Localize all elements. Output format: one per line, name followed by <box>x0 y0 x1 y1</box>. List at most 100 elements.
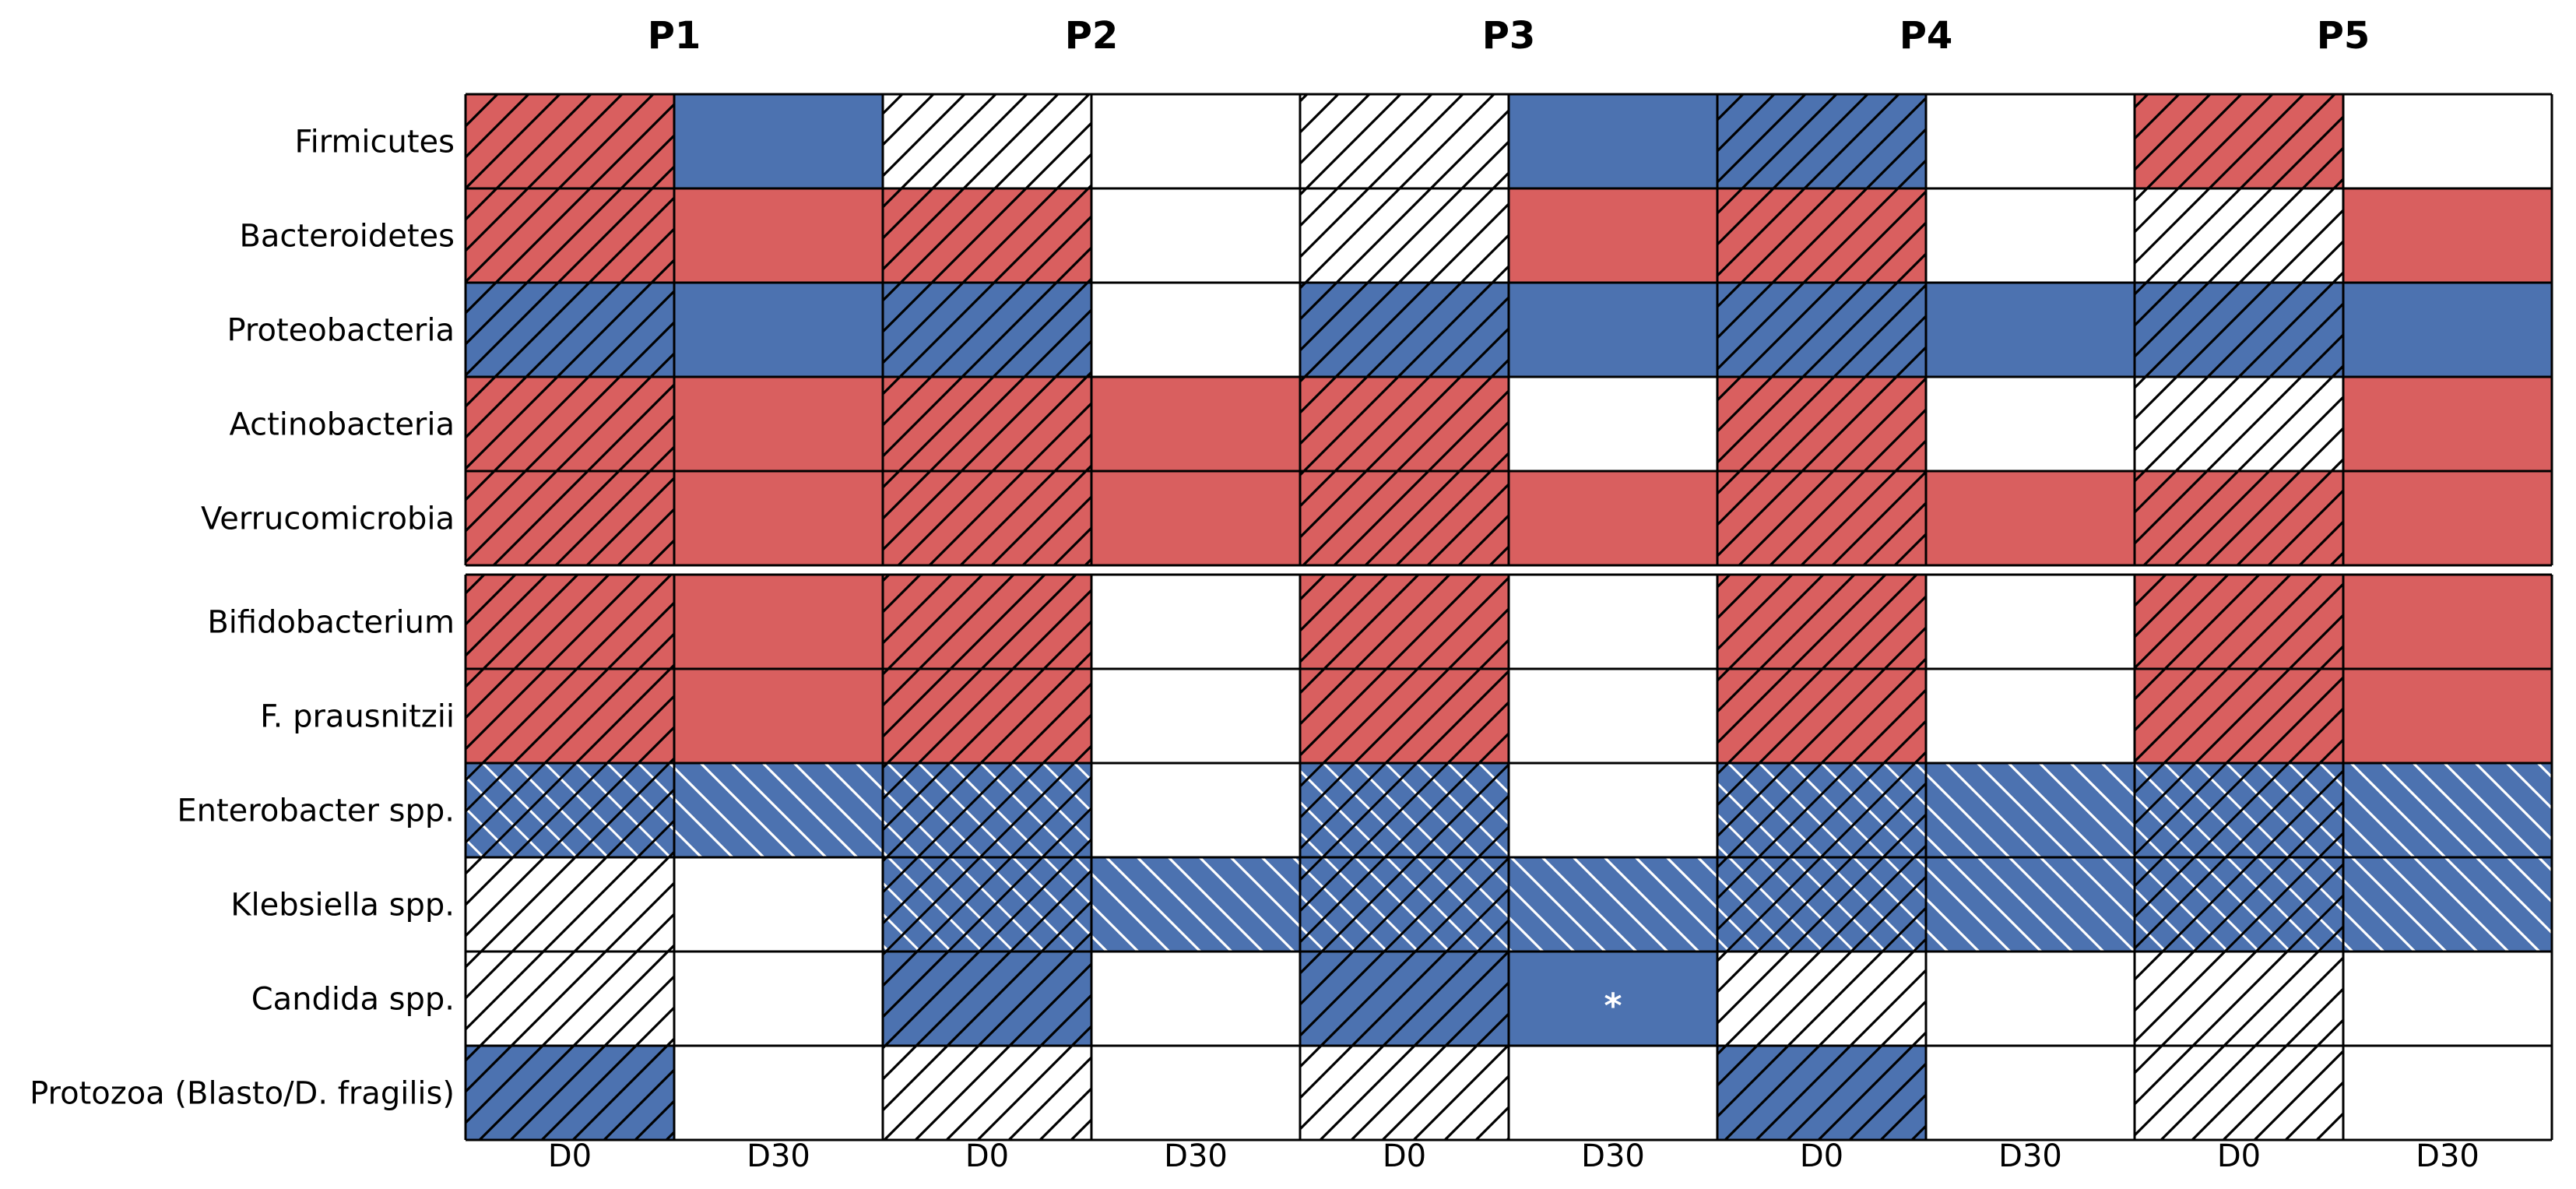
cell-fill <box>1509 763 1717 857</box>
cell-hatch <box>2135 669 2343 763</box>
cell-hatch <box>883 94 1091 188</box>
cell-hatch <box>1300 1046 1509 1140</box>
cell-hatch <box>883 763 1091 857</box>
cell-fill <box>1091 763 1300 857</box>
cell-fill <box>1091 471 1300 565</box>
heatmap-cell <box>1926 1046 2135 1140</box>
heatmap-cell <box>466 377 674 471</box>
heatmap-cell <box>1717 669 1926 763</box>
heatmap-cell <box>1091 94 1300 188</box>
cell-hatch <box>1717 94 1926 188</box>
heatmap-cell <box>2343 188 2552 283</box>
cell-fill <box>1091 283 1300 377</box>
heatmap-cell <box>466 952 674 1046</box>
heatmap-cell <box>1509 763 1717 857</box>
heatmap-cell <box>1717 94 1926 188</box>
cell-hatch <box>2135 377 2343 471</box>
heatmap-cell <box>466 575 674 669</box>
cell-hatch <box>1300 471 1509 565</box>
heatmap-cell <box>466 188 674 283</box>
cell-fill <box>674 377 883 471</box>
row-label-enterobacter-spp: Enterobacter spp. <box>177 793 455 829</box>
heatmap-cell <box>883 471 1091 565</box>
cell-hatch <box>1717 377 1926 471</box>
cell-fill <box>2343 575 2552 669</box>
cell-hatch <box>1300 377 1509 471</box>
heatmap-cell <box>674 575 883 669</box>
cell-fill <box>2343 952 2552 1046</box>
cell-fill <box>2343 283 2552 377</box>
heatmap-cell <box>674 763 883 857</box>
heatmap-cell <box>883 763 1091 857</box>
cell-fill <box>674 94 883 188</box>
heatmap-cell <box>466 94 674 188</box>
group-label-p4: P4 <box>1899 14 1953 58</box>
cell-hatch <box>883 669 1091 763</box>
cell-fill <box>1926 377 2135 471</box>
heatmap-cell <box>1926 857 2135 952</box>
heatmap-cell <box>1509 952 1717 1046</box>
heatmap-cell <box>2135 763 2343 857</box>
heatmap-cell <box>883 377 1091 471</box>
heatmap-cell <box>1717 471 1926 565</box>
heatmap-cell <box>1926 763 2135 857</box>
cell-fill <box>1509 188 1717 283</box>
cell-fill <box>1091 377 1300 471</box>
heatmap-cell <box>1091 377 1300 471</box>
cell-hatch <box>1300 763 1509 857</box>
cell-fill <box>1091 575 1300 669</box>
heatmap-cell <box>1509 188 1717 283</box>
heatmap-cell <box>1300 1046 1509 1140</box>
group-label-p5: P5 <box>2317 14 2370 58</box>
cell-fill <box>1509 669 1717 763</box>
heatmap-cell <box>1509 377 1717 471</box>
col-label-d30: D30 <box>1998 1138 2062 1174</box>
heatmap-cell <box>1717 188 1926 283</box>
cell-hatch <box>1717 471 1926 565</box>
col-label-d0: D0 <box>1383 1138 1426 1174</box>
cell-fill <box>1926 1046 2135 1140</box>
heatmap-cell <box>1300 188 1509 283</box>
cell-hatch <box>466 94 674 188</box>
heatmap-cell <box>2343 952 2552 1046</box>
cell-hatch <box>2135 763 2343 857</box>
heatmap-cell <box>674 94 883 188</box>
cell-fill <box>1509 94 1717 188</box>
heatmap-cell <box>674 669 883 763</box>
heatmap-cell <box>1091 283 1300 377</box>
cell-hatch <box>883 952 1091 1046</box>
heatmap-cell <box>1091 857 1300 952</box>
cell-hatch <box>1717 952 1926 1046</box>
heatmap-cell <box>1717 763 1926 857</box>
heatmap-cell <box>466 283 674 377</box>
cell-hatch <box>1300 283 1509 377</box>
cell-fill <box>1926 669 2135 763</box>
cell-hatch <box>883 471 1091 565</box>
cell-fill <box>674 188 883 283</box>
cell-hatch <box>883 188 1091 283</box>
heatmap-cell <box>466 857 674 952</box>
cell-hatch <box>2135 1046 2343 1140</box>
cell-hatch <box>466 575 674 669</box>
col-label-d30: D30 <box>1164 1138 1228 1174</box>
group-label-p3: P3 <box>1482 14 1536 58</box>
cell-fill <box>2343 1046 2552 1140</box>
cell-hatch <box>466 188 674 283</box>
heatmap-cell <box>1300 377 1509 471</box>
heatmap-cell <box>466 471 674 565</box>
cell-hatch <box>466 471 674 565</box>
heatmap-cell <box>1300 283 1509 377</box>
heatmap-cell <box>1926 471 2135 565</box>
col-label-d0: D0 <box>1800 1138 1843 1174</box>
cell-fill <box>2343 471 2552 565</box>
heatmap-cell <box>883 283 1091 377</box>
cell-fill <box>1509 283 1717 377</box>
cell-hatch <box>1717 857 1926 952</box>
cell-hatch <box>883 377 1091 471</box>
cell-hatch <box>1717 188 1926 283</box>
group-label-p1: P1 <box>648 14 701 58</box>
cell-hatch <box>2343 857 2552 952</box>
cell-fill <box>2343 94 2552 188</box>
cell-hatch <box>466 857 674 952</box>
row-label-bifidobacterium: Bifidobacterium <box>207 605 455 641</box>
